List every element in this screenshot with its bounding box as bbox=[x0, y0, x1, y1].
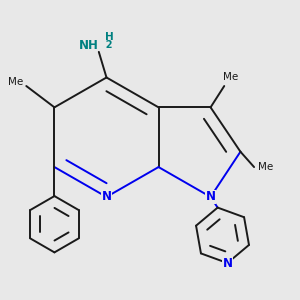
Text: NH: NH bbox=[79, 39, 99, 52]
Text: 2: 2 bbox=[99, 40, 112, 50]
Text: N: N bbox=[206, 190, 216, 203]
Text: Me: Me bbox=[8, 77, 24, 87]
Text: N: N bbox=[222, 256, 233, 269]
Text: Me: Me bbox=[224, 73, 239, 82]
Text: N: N bbox=[101, 190, 112, 203]
Text: H: H bbox=[105, 32, 113, 41]
Text: Me: Me bbox=[258, 162, 273, 172]
